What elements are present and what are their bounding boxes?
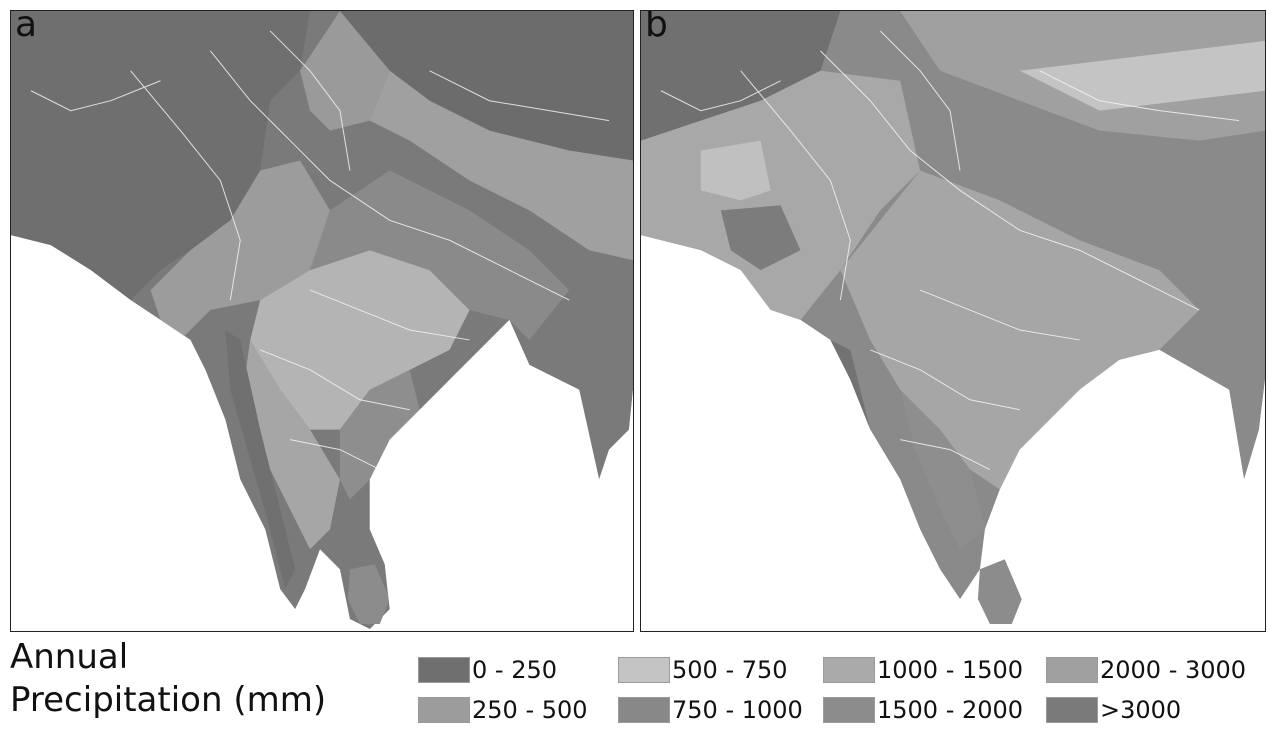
legend: 0 - 250 250 - 500 500 - 750 750 - 1000 1… <box>418 655 1263 727</box>
legend-swatch <box>418 657 470 683</box>
legend-label: 1000 - 1500 <box>877 656 1024 684</box>
precipitation-map-a <box>11 11 633 631</box>
legend-label: 1500 - 2000 <box>877 696 1024 724</box>
bay <box>984 349 1265 631</box>
region-1000-1500 <box>240 339 340 550</box>
legend-title: Annual Precipitation (mm) <box>10 636 326 722</box>
legend-swatch <box>618 657 670 683</box>
region-above-3000 <box>225 329 296 590</box>
map-panel-b: b <box>640 10 1266 632</box>
region-500-750-north <box>1019 40 1265 111</box>
legend-label: 0 - 250 <box>472 656 557 684</box>
legend-swatch <box>418 697 470 723</box>
region-2000-3000 <box>369 70 633 261</box>
ocean <box>11 235 296 631</box>
region-500-750-west <box>641 70 921 321</box>
legend-swatch <box>618 697 670 723</box>
legend-label: 750 - 1000 <box>672 696 803 724</box>
legend-item: 500 - 750 <box>618 655 788 685</box>
region-250-500-north <box>300 11 390 131</box>
legend-item: 750 - 1000 <box>618 695 803 725</box>
region-750-1000 <box>310 170 570 340</box>
legend-item: 1000 - 1500 <box>823 655 1023 685</box>
legend-item: 2000 - 3000 <box>1046 655 1246 685</box>
region-sri-lanka <box>977 559 1022 625</box>
region-0-250 <box>641 11 841 141</box>
legend-item: 0 - 250 <box>418 655 557 685</box>
legend-swatch <box>1046 697 1098 723</box>
legend-item: >3000 <box>1046 695 1181 725</box>
panel-label-a: a <box>15 10 38 45</box>
panel-label-b: b <box>645 10 668 45</box>
ocean <box>641 235 960 631</box>
region-sri-lanka <box>347 564 390 625</box>
legend-swatch <box>823 657 875 683</box>
region-1500-2000 <box>339 369 420 500</box>
region-0-250-north <box>339 11 633 161</box>
rivers <box>660 30 1240 470</box>
region-750-1000 <box>720 205 801 271</box>
bay <box>369 320 633 631</box>
legend-label: 500 - 750 <box>672 656 788 684</box>
legend-title-line1: Annual <box>10 637 129 677</box>
region-250-500 <box>700 140 771 201</box>
legend-label: 2000 - 3000 <box>1100 656 1247 684</box>
region-1500-2000 <box>900 389 985 550</box>
precipitation-map-b <box>641 11 1265 631</box>
rivers <box>30 30 610 470</box>
legend-item: 250 - 500 <box>418 695 588 725</box>
region-250-500 <box>150 160 330 340</box>
legend-label: >3000 <box>1100 696 1182 724</box>
region-0-250 <box>11 11 311 301</box>
legend-swatch <box>1046 657 1098 683</box>
map-panel-a: a <box>10 10 634 632</box>
legend-item: 1500 - 2000 <box>823 695 1023 725</box>
legend-swatch <box>823 697 875 723</box>
region-500-750 <box>250 250 470 430</box>
legend-title-line2: Precipitation (mm) <box>10 680 327 720</box>
legend-label: 250 - 500 <box>472 696 588 724</box>
